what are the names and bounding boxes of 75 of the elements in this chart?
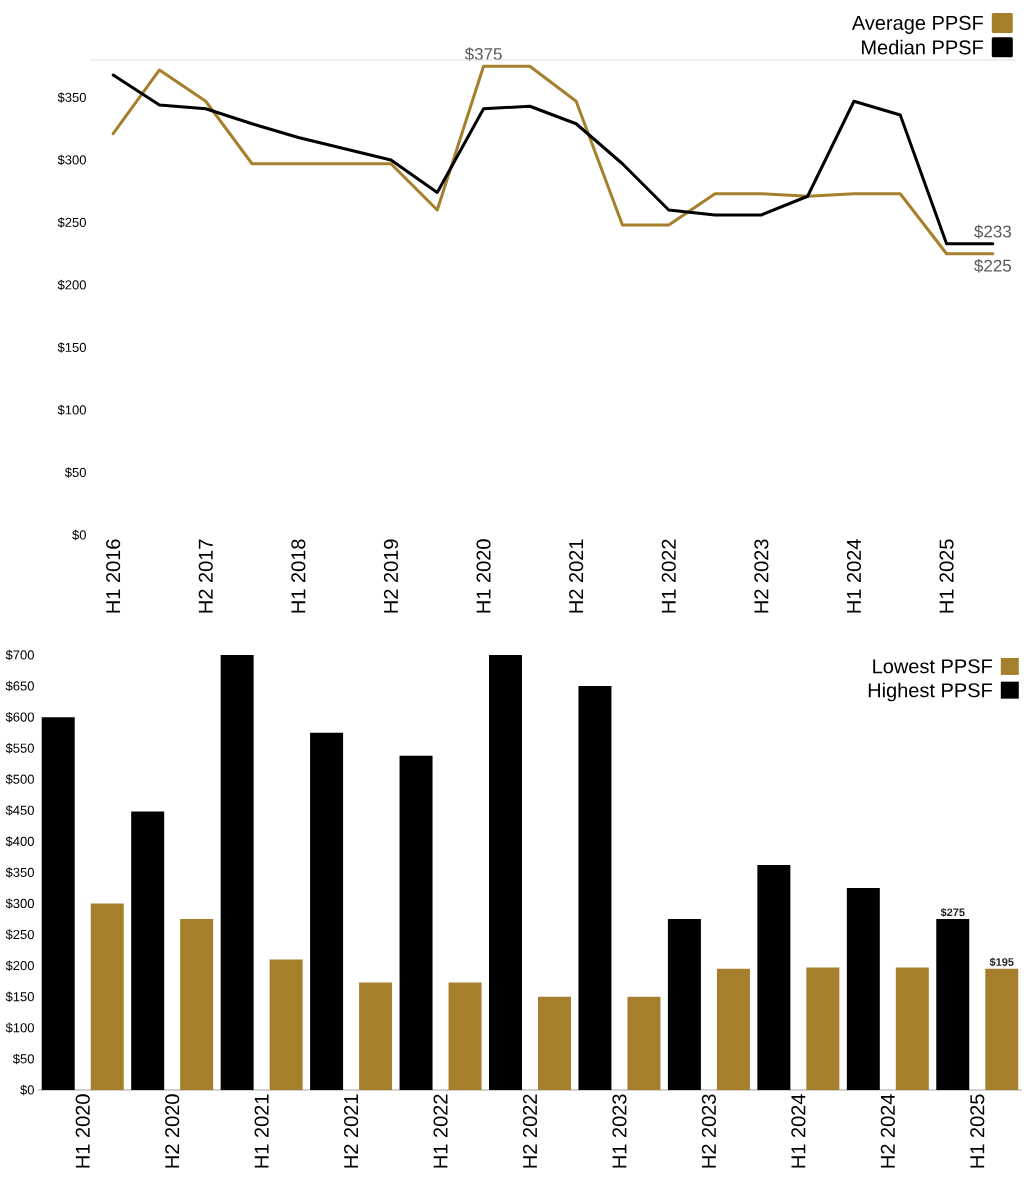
bar xyxy=(310,732,344,1090)
x-tick-label: H1 2023 xyxy=(612,1094,627,1168)
y-tick-label: $150 xyxy=(57,342,86,353)
bar xyxy=(359,982,393,1090)
bar xyxy=(538,996,571,1090)
bar xyxy=(716,968,750,1090)
bar xyxy=(489,655,522,1090)
y-tick-label: $0 xyxy=(72,529,86,541)
x-tick-label: H2 2023 xyxy=(754,539,769,613)
data-label: $275 xyxy=(940,907,965,917)
y-tick-label: $250 xyxy=(57,217,86,228)
bar xyxy=(846,888,880,1090)
y-tick-label: $150 xyxy=(5,991,34,1003)
y-tick-label: $300 xyxy=(57,154,86,166)
x-tick-label: H1 2025 xyxy=(970,1094,985,1168)
y-tick-label: $350 xyxy=(5,867,34,878)
y-tick-label: $450 xyxy=(5,805,34,816)
bar xyxy=(131,811,165,1090)
bar xyxy=(448,982,482,1090)
legend-label: Median PPSF xyxy=(862,39,983,55)
bar xyxy=(627,996,661,1090)
y-tick-label: $350 xyxy=(57,92,86,103)
legend-label: Highest PPSF xyxy=(868,682,992,702)
data-label: $225 xyxy=(974,258,1012,273)
y-tick-label: $550 xyxy=(5,742,34,754)
data-label: $195 xyxy=(989,957,1014,967)
x-tick-label: H1 2024 xyxy=(791,1094,806,1168)
bar xyxy=(578,686,612,1090)
y-tick-label: $200 xyxy=(5,960,34,971)
x-tick-label: H1 2021 xyxy=(254,1094,269,1168)
bar xyxy=(895,967,929,1090)
x-tick-label: H2 2021 xyxy=(344,1094,359,1168)
x-tick-label: H2 2017 xyxy=(198,539,213,613)
x-tick-label: H2 2020 xyxy=(165,1094,180,1168)
bar xyxy=(985,968,1019,1090)
bar xyxy=(90,903,124,1090)
y-tick-label: $300 xyxy=(5,898,34,909)
data-label: $375 xyxy=(464,47,502,62)
bar xyxy=(41,717,75,1090)
bar xyxy=(806,967,840,1090)
x-tick-label: H1 2025 xyxy=(939,539,954,613)
bar xyxy=(667,919,701,1090)
x-tick-label: H1 2018 xyxy=(291,539,306,613)
y-tick-label: $100 xyxy=(5,1022,34,1034)
y-tick-label: $500 xyxy=(5,774,34,785)
x-tick-label: H2 2022 xyxy=(522,1094,538,1168)
bar xyxy=(936,919,970,1090)
y-tick-label: $50 xyxy=(64,467,86,478)
y-tick-label: $600 xyxy=(5,711,34,723)
y-tick-label: $100 xyxy=(57,404,86,416)
legend-label: Lowest PPSF xyxy=(873,659,992,674)
x-tick-label: H1 2020 xyxy=(476,539,491,613)
y-tick-label: $0 xyxy=(20,1084,34,1096)
legend-label: Average PPSF xyxy=(851,15,983,34)
x-tick-label: H1 2022 xyxy=(661,539,676,613)
x-tick-label: H2 2021 xyxy=(569,539,584,613)
y-tick-label: $650 xyxy=(5,680,34,692)
x-tick-label: H1 2016 xyxy=(106,539,121,613)
y-tick-label: $250 xyxy=(5,929,34,940)
bar xyxy=(220,655,254,1090)
x-tick-label: H1 2022 xyxy=(433,1094,448,1168)
bar xyxy=(399,755,433,1090)
y-tick-label: $50 xyxy=(12,1053,34,1065)
y-tick-label: $200 xyxy=(57,279,86,291)
x-tick-label: H1 2024 xyxy=(846,539,862,613)
x-tick-label: H1 2020 xyxy=(75,1094,90,1168)
x-tick-label: H2 2019 xyxy=(383,539,399,613)
y-tick-label: $700 xyxy=(5,649,34,661)
data-label: $233 xyxy=(974,224,1011,239)
bar xyxy=(180,919,214,1090)
x-tick-label: H2 2023 xyxy=(701,1094,716,1168)
y-tick-label: $400 xyxy=(5,836,34,847)
bar xyxy=(269,959,303,1090)
x-tick-label: H2 2024 xyxy=(880,1094,895,1168)
bar xyxy=(757,865,791,1090)
